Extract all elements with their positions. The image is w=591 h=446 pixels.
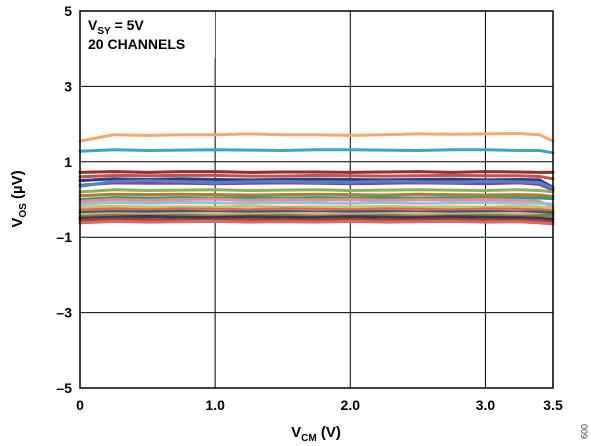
series-line-15 (78, 209, 555, 215)
series-line-9 (78, 192, 555, 198)
series-line-18 (78, 215, 555, 221)
series-line-8 (78, 188, 555, 194)
y-tick-label: 5 (64, 3, 72, 19)
series-line-3 (78, 170, 555, 174)
series-line-14 (78, 207, 555, 213)
x-axis-title: VCM (V) (291, 424, 341, 444)
series-line-19 (78, 217, 555, 224)
y-tick-labels: –5 –3 –1 1 3 5 (56, 3, 72, 396)
y-axis-title: VOS (µV) (9, 170, 29, 227)
data-series-group (78, 132, 555, 226)
series-line-12 (78, 201, 555, 206)
x-tick-labels: 0 1.0 2.0 3.0 3.5 (76, 397, 563, 413)
x-tick-label: 3.0 (476, 397, 496, 413)
x-tick-label: 0 (76, 397, 84, 413)
plot-border (79, 10, 554, 389)
series-line-20 (78, 219, 555, 226)
annotation-channels: 20 CHANNELS (88, 36, 185, 52)
plot-frame (79, 10, 554, 389)
y-tick-label: 3 (64, 78, 72, 94)
series-line-2 (78, 148, 555, 155)
x-tick-label: 1.0 (205, 397, 225, 413)
y-tick-label: 1 (64, 154, 72, 170)
annotation-supply: VSY = 5V (88, 17, 144, 37)
series-line-1 (78, 132, 555, 143)
series-line-5 (78, 177, 555, 189)
series-line-4 (78, 173, 555, 181)
y-tick-label: –1 (56, 229, 72, 245)
figure-number: 009 (579, 424, 589, 439)
annotation-box (81, 12, 215, 58)
series-line-13 (78, 204, 555, 210)
series-line-10 (78, 196, 555, 201)
series-line-7 (78, 179, 555, 190)
x-tick-label: 3.5 (543, 397, 563, 413)
y-tick-label: –5 (56, 380, 72, 396)
x-tick-label: 2.0 (341, 397, 361, 413)
y-tick-label: –3 (56, 305, 72, 321)
series-line-11 (78, 197, 555, 209)
